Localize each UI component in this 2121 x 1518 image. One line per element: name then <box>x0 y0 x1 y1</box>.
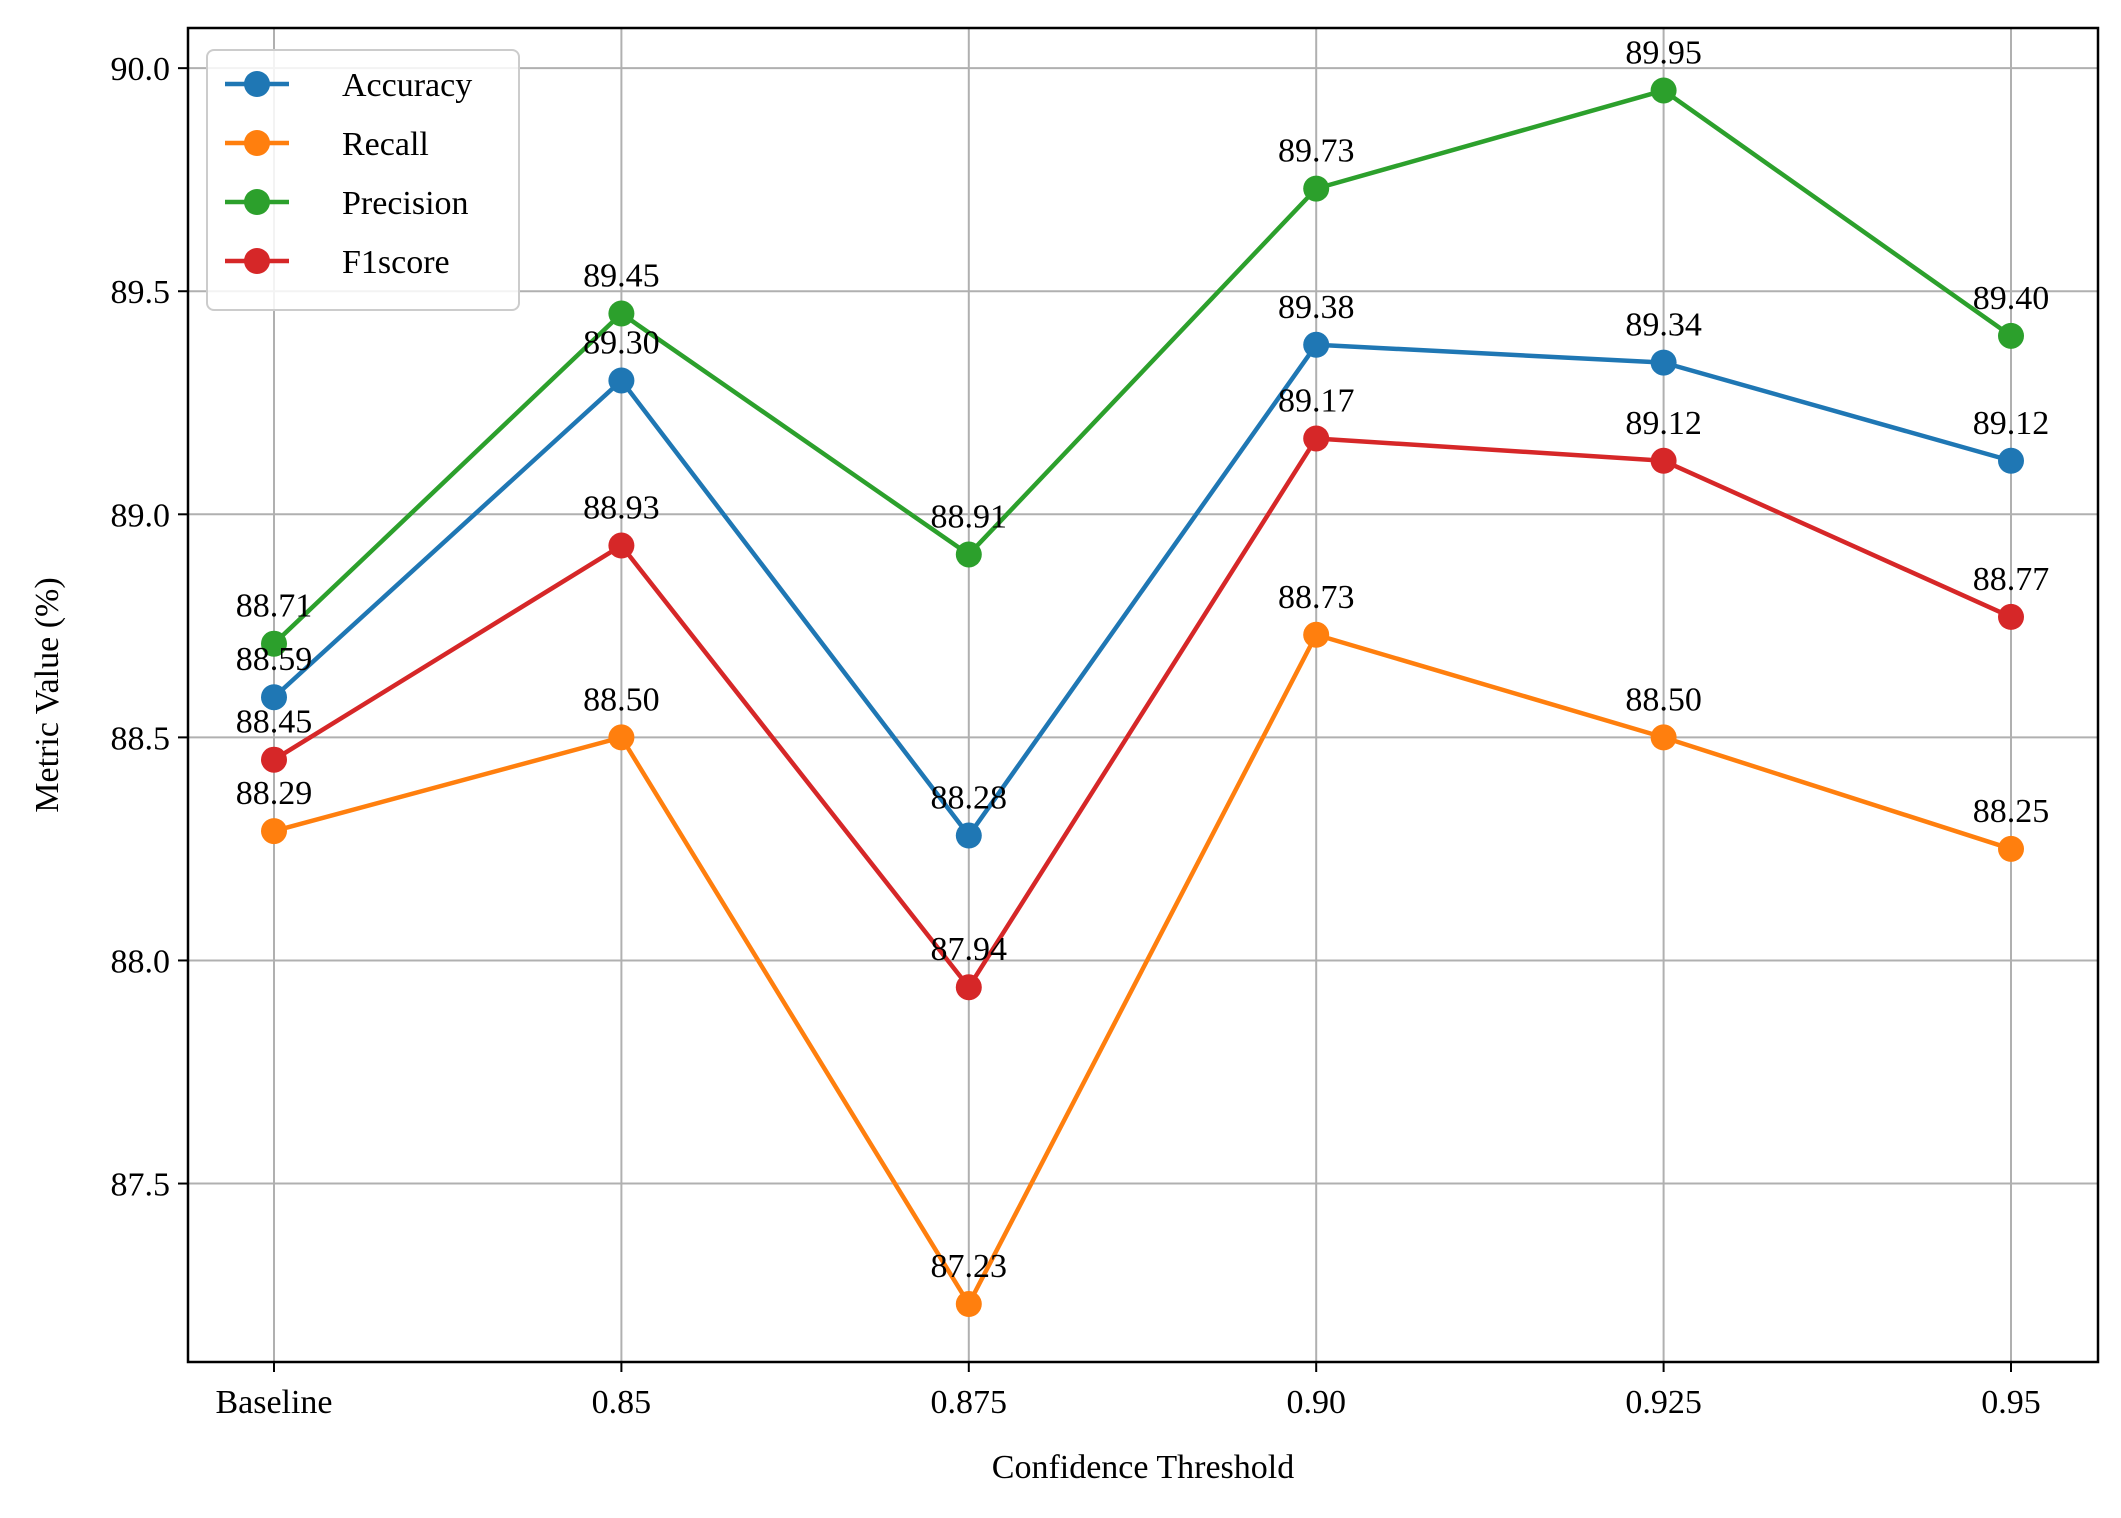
legend-label: Recall <box>342 126 429 163</box>
series-group <box>261 77 2024 1317</box>
y-tick-label: 89.5 <box>111 274 171 311</box>
data-point-f1score <box>1998 603 2024 630</box>
legend-box <box>206 49 520 311</box>
y-tick-label: 88.0 <box>111 943 171 980</box>
data-label-precision: 89.73 <box>1278 133 1355 170</box>
data-point-recall <box>1303 621 1330 648</box>
legend-label: Accuracy <box>342 67 472 104</box>
data-point-f1score <box>1303 425 1330 452</box>
data-point-f1score <box>955 974 982 1001</box>
data-label-precision: 89.95 <box>1625 34 1702 71</box>
data-point-precision <box>261 630 287 657</box>
y-tick-label: 88.5 <box>111 720 171 757</box>
x-tick-label: 0.875 <box>931 1384 1008 1421</box>
legend-marker <box>244 130 270 156</box>
legend-label: F1score <box>342 244 450 281</box>
legend-marker <box>244 71 270 97</box>
data-label-f1score: 88.77 <box>1973 561 2050 598</box>
data-point-recall <box>1998 835 2024 862</box>
data-label-precision: 88.91 <box>931 498 1008 535</box>
legend-label: Precision <box>342 185 469 222</box>
data-point-accuracy <box>1303 331 1330 358</box>
plot-frame <box>186 26 2100 1364</box>
data-label-precision: 89.45 <box>583 258 660 295</box>
x-tick-label: 0.85 <box>592 1384 652 1421</box>
data-point-precision <box>1303 175 1330 202</box>
data-point-precision <box>955 541 982 568</box>
series-line-recall <box>273 632 2012 1307</box>
data-label-f1score: 89.17 <box>1278 382 1355 419</box>
data-point-accuracy <box>608 367 635 394</box>
data-point-f1score <box>608 532 635 559</box>
data-label-precision: 88.71 <box>236 588 313 625</box>
series-line-f1score <box>272 436 2012 990</box>
data-point-accuracy <box>1650 349 1677 376</box>
data-point-precision <box>1998 322 2024 349</box>
y-tick-label: 90.0 <box>111 51 171 88</box>
data-labels: 88.59 89.30 88.28 89.38 89.34 89.12 88.29 88.50… <box>236 34 2050 1285</box>
y-tick-label: 89.0 <box>111 497 171 534</box>
data-label-f1score: 87.94 <box>931 931 1008 968</box>
legend-marker <box>244 248 270 274</box>
data-point-accuracy <box>261 684 287 711</box>
data-label-recall: 88.29 <box>236 775 313 812</box>
data-point-recall <box>608 724 635 751</box>
data-label-precision: 89.40 <box>1973 280 2050 317</box>
legend-marker <box>244 189 270 215</box>
data-label-recall: 87.23 <box>931 1248 1008 1285</box>
data-point-recall <box>955 1291 982 1317</box>
data-point-f1score <box>261 746 287 773</box>
data-label-recall: 88.25 <box>1973 793 2050 830</box>
x-tick-label: 0.95 <box>1981 1384 2041 1421</box>
data-point-precision <box>1650 77 1677 104</box>
data-label-accuracy: 89.34 <box>1625 307 1702 344</box>
x-tick-label: Baseline <box>215 1384 332 1421</box>
data-label-f1score: 89.12 <box>1625 405 1702 442</box>
x-tick-label: 0.925 <box>1625 1384 1702 1421</box>
data-point-recall <box>1650 724 1677 751</box>
y-axis-title: Metric Value (%) <box>29 577 66 812</box>
data-point-recall <box>261 818 287 845</box>
series-line-accuracy <box>272 342 2012 838</box>
data-point-f1score <box>1650 447 1677 474</box>
data-label-f1score: 88.93 <box>583 490 660 527</box>
x-tick-label: 0.90 <box>1286 1384 1346 1421</box>
legend: Accuracy Recall Precision F1score <box>206 49 520 311</box>
data-point-precision <box>608 300 635 327</box>
series-line-precision <box>272 88 2013 646</box>
data-label-recall: 88.50 <box>583 681 660 718</box>
data-point-accuracy <box>955 822 982 849</box>
axes: Baseline 0.85 0.875 0.90 0.925 0.95 87.5 88.0 88… <box>111 51 2041 1421</box>
data-label-accuracy: 89.38 <box>1278 289 1355 326</box>
data-label-accuracy: 89.30 <box>583 324 660 361</box>
x-axis-title: Confidence Threshold <box>992 1449 1294 1486</box>
data-label-accuracy: 88.59 <box>236 641 313 678</box>
data-label-accuracy: 89.12 <box>1973 405 2050 442</box>
y-tick-label: 87.5 <box>111 1167 171 1204</box>
data-label-f1score: 88.45 <box>236 704 313 741</box>
data-label-recall: 88.73 <box>1278 579 1355 616</box>
data-label-recall: 88.50 <box>1625 681 1702 718</box>
data-point-accuracy <box>1998 447 2024 474</box>
data-label-accuracy: 88.28 <box>931 780 1008 817</box>
